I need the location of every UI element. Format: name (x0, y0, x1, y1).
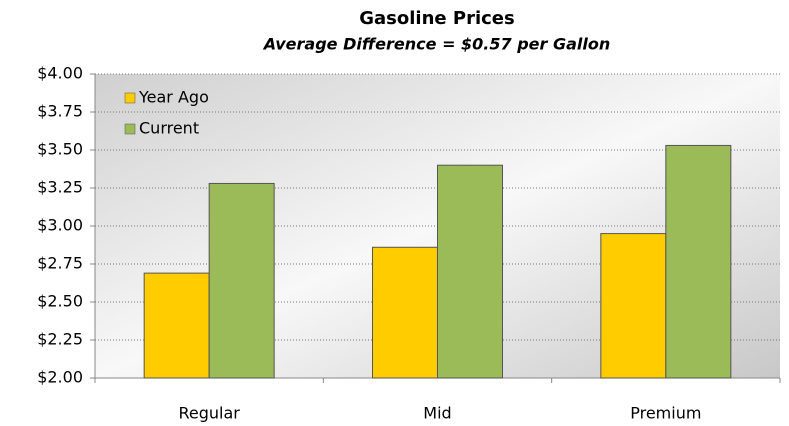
chart-subtitle: Average Difference = $0.57 per Gallon (262, 35, 611, 54)
bar (208, 182, 275, 379)
y-tick-label: $2.00 (37, 368, 83, 387)
y-tick-label: $2.25 (37, 330, 83, 349)
y-tick-label: $3.75 (37, 102, 83, 121)
legend-label: Current (139, 119, 199, 138)
y-tick-label: $3.50 (37, 140, 83, 159)
chart-title: Gasoline Prices (359, 8, 514, 29)
bar (600, 233, 667, 379)
legend-swatch (124, 92, 136, 104)
x-tick-label: Regular (178, 404, 240, 423)
legend-swatch (124, 123, 136, 135)
bar (143, 272, 210, 379)
y-tick-label: $4.00 (37, 64, 83, 83)
bar (665, 144, 732, 379)
bar (437, 164, 503, 379)
y-tick-label: $3.25 (37, 178, 83, 197)
bar (372, 246, 438, 379)
y-tick-label: $2.75 (37, 254, 83, 273)
y-tick-label: $2.50 (37, 292, 83, 311)
y-tick-label: $3.00 (37, 216, 83, 235)
x-tick-label: Premium (630, 404, 701, 423)
x-tick-label: Mid (423, 404, 451, 423)
legend-label: Year Ago (138, 88, 209, 107)
